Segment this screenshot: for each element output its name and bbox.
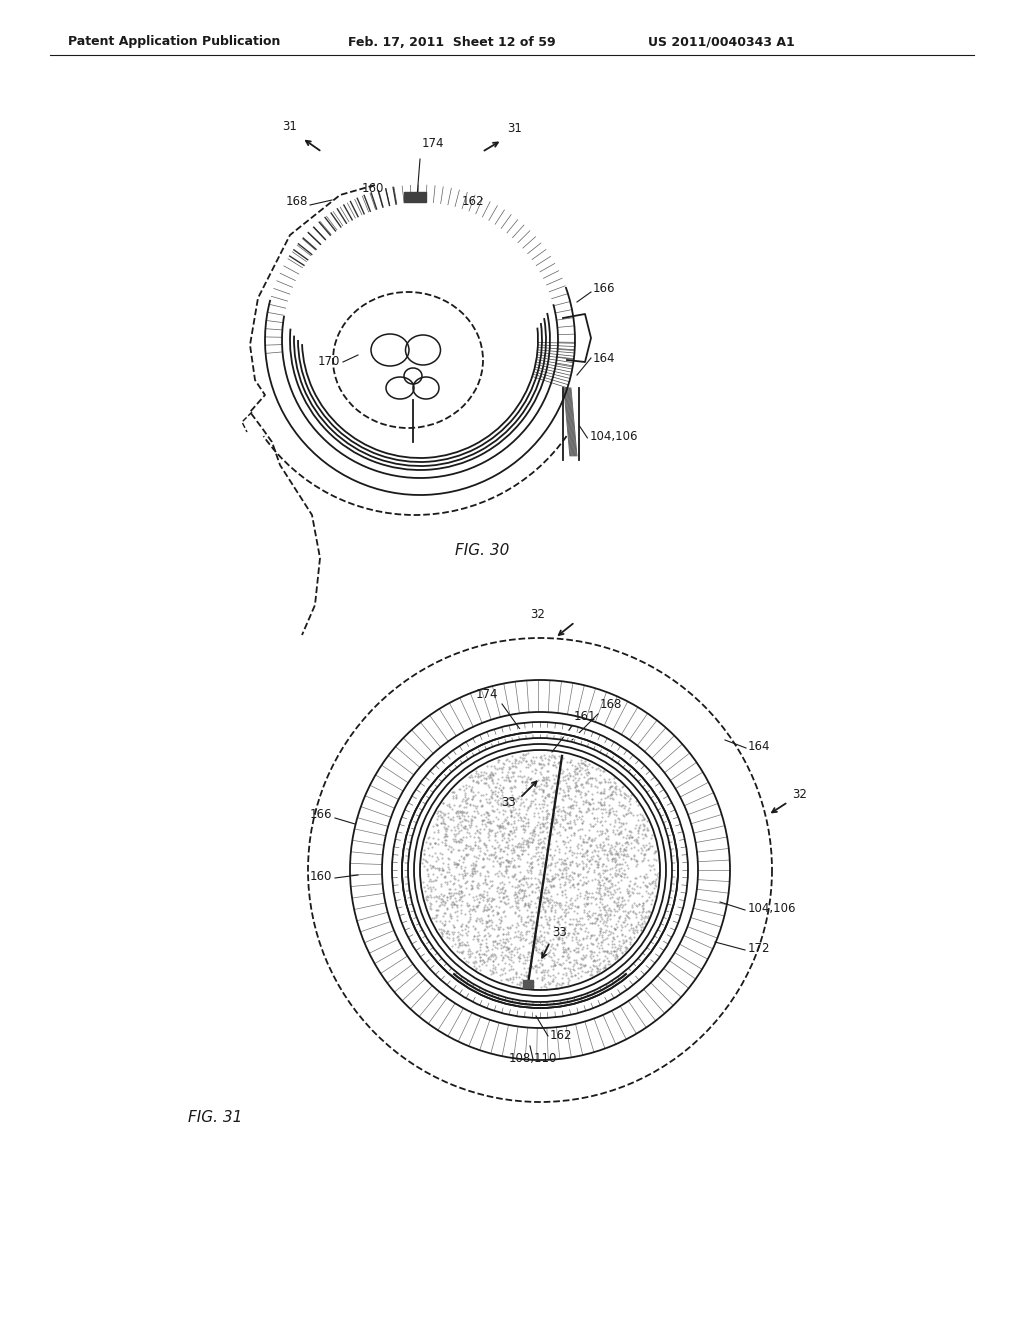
Text: 168: 168 — [286, 195, 308, 209]
Text: 104,106: 104,106 — [748, 902, 797, 915]
FancyBboxPatch shape — [404, 193, 426, 202]
Text: 174: 174 — [475, 688, 498, 701]
Text: 168: 168 — [600, 698, 623, 711]
Text: 160: 160 — [362, 182, 384, 195]
Bar — [523, 979, 534, 987]
Text: FIG. 30: FIG. 30 — [455, 543, 509, 558]
Text: 33: 33 — [502, 796, 516, 809]
Text: 104,106: 104,106 — [590, 430, 638, 444]
Text: 33: 33 — [552, 927, 566, 939]
Text: 174: 174 — [422, 137, 444, 150]
Text: Patent Application Publication: Patent Application Publication — [68, 36, 281, 49]
Text: 161: 161 — [574, 710, 597, 723]
Text: 31: 31 — [508, 121, 522, 135]
Text: 32: 32 — [792, 788, 807, 801]
Text: 32: 32 — [530, 609, 545, 620]
Text: Feb. 17, 2011  Sheet 12 of 59: Feb. 17, 2011 Sheet 12 of 59 — [348, 36, 556, 49]
Text: US 2011/0040343 A1: US 2011/0040343 A1 — [648, 36, 795, 49]
Text: 166: 166 — [309, 808, 332, 821]
Text: 164: 164 — [748, 741, 770, 752]
Text: 162: 162 — [550, 1030, 572, 1041]
Text: 166: 166 — [593, 282, 615, 294]
Text: 172: 172 — [748, 942, 770, 954]
Text: 108,110: 108,110 — [509, 1052, 557, 1065]
Text: FIG. 31: FIG. 31 — [188, 1110, 243, 1125]
Text: 162: 162 — [462, 195, 484, 209]
Text: 164: 164 — [593, 352, 615, 366]
Text: 170: 170 — [317, 355, 340, 368]
Text: 160: 160 — [309, 870, 332, 883]
Text: 31: 31 — [283, 120, 297, 133]
